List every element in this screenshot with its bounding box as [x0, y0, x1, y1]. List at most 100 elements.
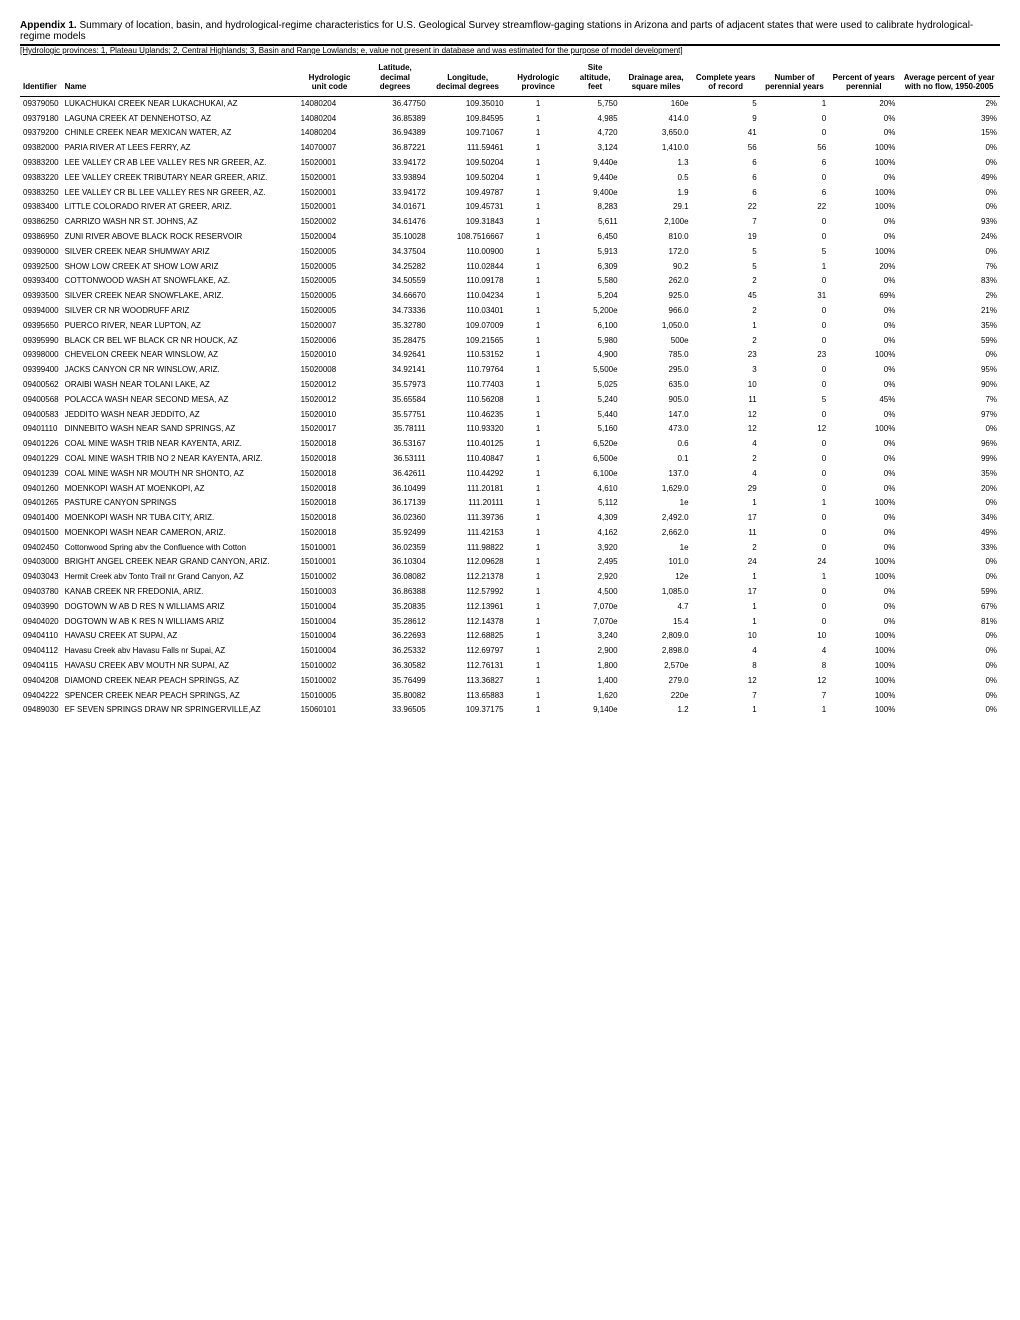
cell: 15010002	[298, 570, 362, 585]
cell: 0	[760, 319, 830, 334]
cell: 4,720	[570, 126, 621, 141]
cell: 1	[507, 348, 570, 363]
cell: 9,140e	[570, 703, 621, 718]
cell: 110.46235	[429, 408, 507, 423]
cell: 1,800	[570, 659, 621, 674]
cell: 81%	[898, 615, 1000, 630]
cell: 0	[760, 171, 830, 186]
cell: 1	[507, 615, 570, 630]
cell: 11	[692, 526, 760, 541]
cell: 19	[692, 230, 760, 245]
table-row: 09402450Cottonwood Spring abv the Conflu…	[20, 541, 1000, 556]
cell: 0%	[829, 274, 898, 289]
cell: 29.1	[621, 200, 692, 215]
cell: 09400562	[20, 378, 62, 393]
cell: 172.0	[621, 245, 692, 260]
cell: 0	[760, 600, 830, 615]
table-row: 09404222SPENCER CREEK NEAR PEACH SPRINGS…	[20, 689, 1000, 704]
cell: 36.86388	[362, 585, 429, 600]
cell: SPENCER CREEK NEAR PEACH SPRINGS, AZ	[62, 689, 298, 704]
cell: 09403780	[20, 585, 62, 600]
cell: 17	[692, 585, 760, 600]
cell: 0	[760, 482, 830, 497]
cell: COTTONWOOD WASH AT SNOWFLAKE, AZ.	[62, 274, 298, 289]
cell: 2	[692, 541, 760, 556]
cell: 34.37504	[362, 245, 429, 260]
cell: 2,920	[570, 570, 621, 585]
cell: 279.0	[621, 674, 692, 689]
cell: 7%	[898, 393, 1000, 408]
table-row: 09386250CARRIZO WASH NR ST. JOHNS, AZ150…	[20, 215, 1000, 230]
cell: 6,520e	[570, 437, 621, 452]
cell: 8	[692, 659, 760, 674]
cell: COAL MINE WASH TRIB NO 2 NEAR KAYENTA, A…	[62, 452, 298, 467]
cell: 6	[692, 171, 760, 186]
cell: 1.2	[621, 703, 692, 718]
cell: 33.94172	[362, 156, 429, 171]
cell: 15020018	[298, 526, 362, 541]
cell: BLACK CR BEL WF BLACK CR NR HOUCK, AZ	[62, 334, 298, 349]
cell: 41	[692, 126, 760, 141]
table-row: 09386950ZUNI RIVER ABOVE BLACK ROCK RESE…	[20, 230, 1000, 245]
col-altitude: Site altitude, feet	[570, 59, 621, 96]
cell: 36.02359	[362, 541, 429, 556]
col-province: Hydrologic province	[507, 59, 570, 96]
cell: 1.3	[621, 156, 692, 171]
cell: 12	[692, 422, 760, 437]
cell: 2,898.0	[621, 644, 692, 659]
cell: 22	[760, 200, 830, 215]
cell: 0%	[829, 230, 898, 245]
cell: 966.0	[621, 304, 692, 319]
cell: 14080204	[298, 96, 362, 111]
cell: 112.14378	[429, 615, 507, 630]
cell: 0%	[829, 334, 898, 349]
cell: 2	[692, 452, 760, 467]
cell: 4,309	[570, 511, 621, 526]
cell: 09404222	[20, 689, 62, 704]
table-row: 09401400MOENKOPI WASH NR TUBA CITY, ARIZ…	[20, 511, 1000, 526]
cell: 36.02360	[362, 511, 429, 526]
cell: 33.96505	[362, 703, 429, 718]
cell: 15010002	[298, 659, 362, 674]
cell: 15010004	[298, 629, 362, 644]
cell: 5,980	[570, 334, 621, 349]
cell: 1	[507, 215, 570, 230]
cell: 09400568	[20, 393, 62, 408]
table-row: 09379180LAGUNA CREEK AT DENNEHOTSO, AZ14…	[20, 112, 1000, 127]
table-row: 09383220LEE VALLEY CREEK TRIBUTARY NEAR …	[20, 171, 1000, 186]
cell: 111.98822	[429, 541, 507, 556]
cell: 15020010	[298, 348, 362, 363]
table-row: 09383400LITTLE COLORADO RIVER AT GREER, …	[20, 200, 1000, 215]
cell: 12	[692, 674, 760, 689]
cell: MOENKOPI WASH AT MOENKOPI, AZ	[62, 482, 298, 497]
cell: 110.40125	[429, 437, 507, 452]
cell: 0	[760, 126, 830, 141]
cell: 1	[507, 570, 570, 585]
cell: 15020008	[298, 363, 362, 378]
cell: 0%	[898, 555, 1000, 570]
cell: 09379180	[20, 112, 62, 127]
cell: 34.66670	[362, 289, 429, 304]
cell: 36.22693	[362, 629, 429, 644]
cell: JACKS CANYON CR NR WINSLOW, ARIZ.	[62, 363, 298, 378]
cell: 12	[760, 422, 830, 437]
cell: 3,650.0	[621, 126, 692, 141]
cell: 110.77403	[429, 378, 507, 393]
cell: 7,070e	[570, 600, 621, 615]
cell: 0%	[829, 526, 898, 541]
cell: 09398000	[20, 348, 62, 363]
cell: 0%	[898, 422, 1000, 437]
cell: 09390000	[20, 245, 62, 260]
cell: DOGTOWN W AB D RES N WILLIAMS ARIZ	[62, 600, 298, 615]
cell: 2,900	[570, 644, 621, 659]
cell: 2	[692, 334, 760, 349]
cell: 7%	[898, 260, 1000, 275]
table-row: 09395650PUERCO RIVER, NEAR LUPTON, AZ150…	[20, 319, 1000, 334]
cell: 4	[760, 644, 830, 659]
cell: 33%	[898, 541, 1000, 556]
cell: DINNEBITO WASH NEAR SAND SPRINGS, AZ	[62, 422, 298, 437]
cell: 1	[507, 437, 570, 452]
cell: 15020001	[298, 200, 362, 215]
cell: 9	[692, 112, 760, 127]
cell: 1	[692, 703, 760, 718]
